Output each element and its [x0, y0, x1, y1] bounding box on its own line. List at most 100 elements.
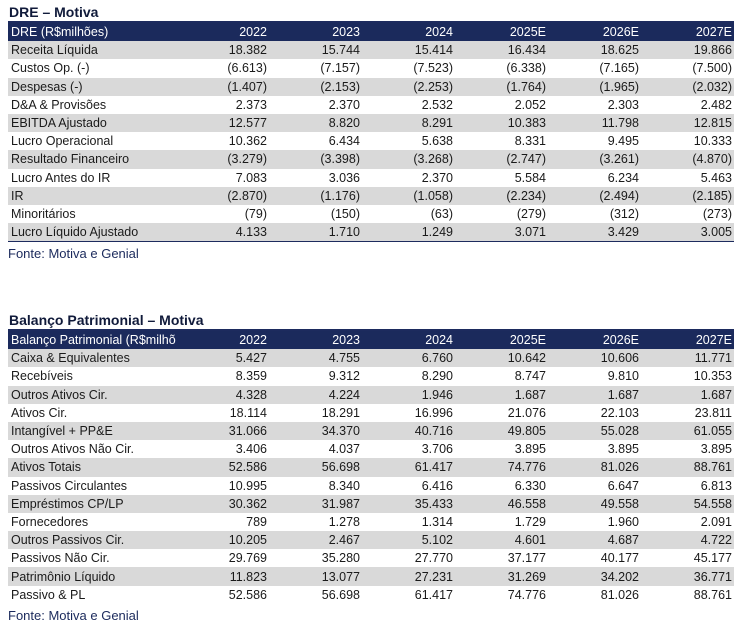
table-row: D&A & Provisões 2.373 2.370 2.532 2.052 2.303…	[8, 96, 734, 114]
value-cell: (7.500)	[692, 61, 732, 76]
value-cell: 10.333	[693, 134, 732, 149]
value-cell: 61.417	[414, 587, 453, 602]
value-cell: (2.153)	[269, 77, 362, 96]
balanco-table-body: Caixa & Equivalentes 5.427 4.755 6.760 10.64…	[8, 349, 734, 604]
value-cell: 40.716	[362, 421, 455, 441]
header-year-cell: 2026E	[548, 23, 641, 42]
table-row: Receita Líquida 18.382 15.744 15.414 16.434 1…	[8, 41, 734, 60]
value-cell: 9.495	[607, 134, 639, 149]
value-cell: (2.747)	[455, 150, 548, 169]
value-cell: 31.987	[269, 494, 362, 513]
row-label: Outros Ativos Não Cir.	[11, 442, 134, 457]
value-cell: (7.157)	[320, 61, 360, 76]
value-cell: 22.103	[600, 405, 639, 420]
value-cell: 10.205	[176, 531, 269, 550]
value-cell: (7.523)	[413, 61, 453, 76]
value-cell: (3.398)	[269, 150, 362, 169]
value-cell: 8.291	[362, 113, 455, 133]
row-label: Outros Passivos Cir.	[8, 531, 176, 550]
value-cell: 5.584	[514, 170, 546, 185]
value-cell: 11.798	[548, 113, 641, 133]
value-cell: (2.185)	[641, 186, 734, 205]
header-label-cell: Balanço Patrimonial (R$milhões)	[8, 331, 176, 350]
value-cell: 1.687	[455, 385, 548, 404]
value-cell: (2.234)	[455, 186, 548, 205]
value-cell: 27.770	[414, 551, 453, 566]
header-year-cell: 2026E	[548, 331, 641, 350]
value-cell: 19.866	[641, 41, 734, 60]
value-cell: 37.177	[507, 551, 546, 566]
table-row: Passivo & PL 52.586 56.698 61.417 74.776 81.0…	[8, 586, 734, 604]
table-row: Outros Ativos Não Cir. 3.406 4.037 3.706 3.8…	[8, 440, 734, 458]
table-row: Intangível + PP&E 31.066 34.370 40.716 49.80…	[8, 421, 734, 441]
dre-title: DRE – Motiva	[8, 3, 734, 23]
value-cell: 16.434	[455, 41, 548, 60]
value-cell: 3.071	[455, 223, 548, 242]
value-cell: 2.091	[700, 514, 732, 529]
value-cell: 5.638	[421, 134, 453, 149]
value-cell: 4.722	[641, 531, 734, 550]
header-year-cell: 2024	[362, 23, 455, 42]
row-label: Despesas (-)	[8, 77, 176, 96]
row-label: Lucro Líquido Ajustado	[8, 223, 176, 242]
value-cell: 1.710	[269, 223, 362, 242]
dre-table: DRE (R$milhões) 2022 2023 2024 2025E 2026E 202…	[8, 23, 734, 242]
header-year-cell: 2027E	[641, 331, 734, 350]
value-cell: 13.077	[269, 567, 362, 586]
value-cell: (2.870)	[176, 186, 269, 205]
table-row: Ativos Totais 52.586 56.698 61.417 74.776 81.…	[8, 458, 734, 477]
row-label: Empréstimos CP/LP	[8, 494, 176, 513]
value-cell: (1.407)	[176, 77, 269, 96]
value-cell: 81.026	[600, 587, 639, 602]
value-cell: 56.698	[321, 587, 360, 602]
table-row: EBITDA Ajustado 12.577 8.820 8.291 10.383 11.…	[8, 113, 734, 133]
value-cell: (3.261)	[548, 150, 641, 169]
value-cell: 9.312	[328, 369, 360, 384]
value-cell: 3.895	[607, 442, 639, 457]
value-cell: 11.823	[176, 567, 269, 586]
value-cell: 6.416	[421, 478, 453, 493]
value-cell: 10.362	[228, 134, 267, 149]
balanco-table: Balanço Patrimonial (R$milhões) 2022 2023 2…	[8, 331, 734, 604]
value-cell: 1.729	[514, 514, 546, 529]
value-cell: 36.771	[641, 567, 734, 586]
value-cell: 6.813	[700, 478, 732, 493]
value-cell: 8.747	[514, 369, 546, 384]
value-cell: 6.434	[328, 134, 360, 149]
table-row: Despesas (-) (1.407) (2.153) (2.253) (1.764)…	[8, 77, 734, 96]
value-cell: 3.429	[548, 223, 641, 242]
row-label: Outros Ativos Cir.	[8, 385, 176, 404]
value-cell: 88.761	[641, 458, 734, 477]
value-cell: (1.764)	[455, 77, 548, 96]
value-cell: 2.467	[269, 531, 362, 550]
value-cell: 6.647	[607, 478, 639, 493]
value-cell: 88.761	[693, 587, 732, 602]
value-cell: 3.706	[421, 442, 453, 457]
header-year-cell: 2023	[269, 23, 362, 42]
value-cell: 46.558	[455, 494, 548, 513]
row-label: Fornecedores	[11, 514, 89, 529]
value-cell: 49.558	[548, 494, 641, 513]
table-row: Patrimônio Líquido 11.823 13.077 27.231 31.2…	[8, 567, 734, 586]
value-cell: 2.373	[235, 97, 267, 112]
value-cell: 15.414	[362, 41, 455, 60]
value-cell: 18.382	[176, 41, 269, 60]
table-row: Passivos Circulantes 10.995 8.340 6.416 6.33…	[8, 477, 734, 495]
table-row: Empréstimos CP/LP 30.362 31.987 35.433 46.55…	[8, 494, 734, 513]
value-cell: (79)	[244, 206, 267, 221]
balanco-source: Fonte: Motiva e Genial	[8, 607, 139, 623]
value-cell: 1.687	[641, 385, 734, 404]
value-cell: 34.202	[548, 567, 641, 586]
row-label: D&A & Provisões	[11, 97, 107, 112]
value-cell: 12.577	[176, 113, 269, 133]
row-label: Lucro Operacional	[11, 134, 114, 149]
value-cell: 4.037	[328, 442, 360, 457]
value-cell: 31.066	[176, 421, 269, 441]
header-year-cell: 2022	[176, 331, 269, 350]
row-label: Passivos Circulantes	[11, 478, 128, 493]
value-cell: (150)	[330, 206, 360, 221]
value-cell: 74.776	[507, 587, 546, 602]
header-year-cell: 2023	[269, 331, 362, 350]
table-row: Recebíveis 8.359 9.312 8.290 8.747 9.810 10.35…	[8, 367, 734, 385]
value-cell: 2.482	[700, 97, 732, 112]
